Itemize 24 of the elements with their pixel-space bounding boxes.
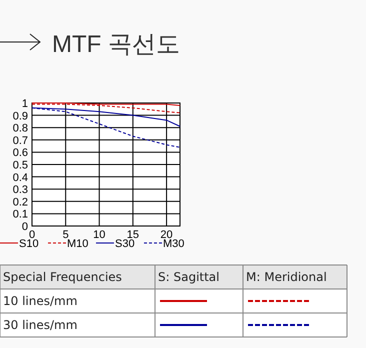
text: 30 lines/mm [3, 318, 78, 332]
text: S: Sagittal [158, 270, 220, 284]
chart-title: MTF 곡선도 [52, 31, 180, 58]
legend-label: S10 [19, 238, 39, 250]
y-tick-label: 1 [22, 98, 28, 110]
y-tick-label: 0.8 [12, 122, 28, 135]
text: 10 lines/mm [3, 294, 78, 308]
y-tick-label: 0.6 [12, 147, 28, 160]
text: Special Frequencies [3, 270, 122, 284]
x-tick-label: 10 [93, 229, 106, 241]
y-tick-label: 0.2 [12, 196, 28, 208]
y-tick-label: 0.9 [12, 110, 28, 122]
x-tick-label: 5 [62, 229, 69, 241]
text: M: Meridional [246, 270, 327, 284]
y-tick-label: 0.4 [12, 172, 28, 184]
legend-label: M10 [67, 238, 88, 250]
legend-label: M30 [163, 238, 184, 250]
legend-label: S30 [115, 238, 135, 250]
y-tick-label: 0 [22, 221, 28, 233]
y-tick-label: 0.7 [12, 134, 28, 147]
x-tick-label: 15 [126, 229, 140, 241]
y-tick-label: 0.1 [12, 208, 28, 221]
y-tick-label: 0.5 [12, 160, 28, 172]
y-tick-label: 0.3 [12, 184, 28, 196]
